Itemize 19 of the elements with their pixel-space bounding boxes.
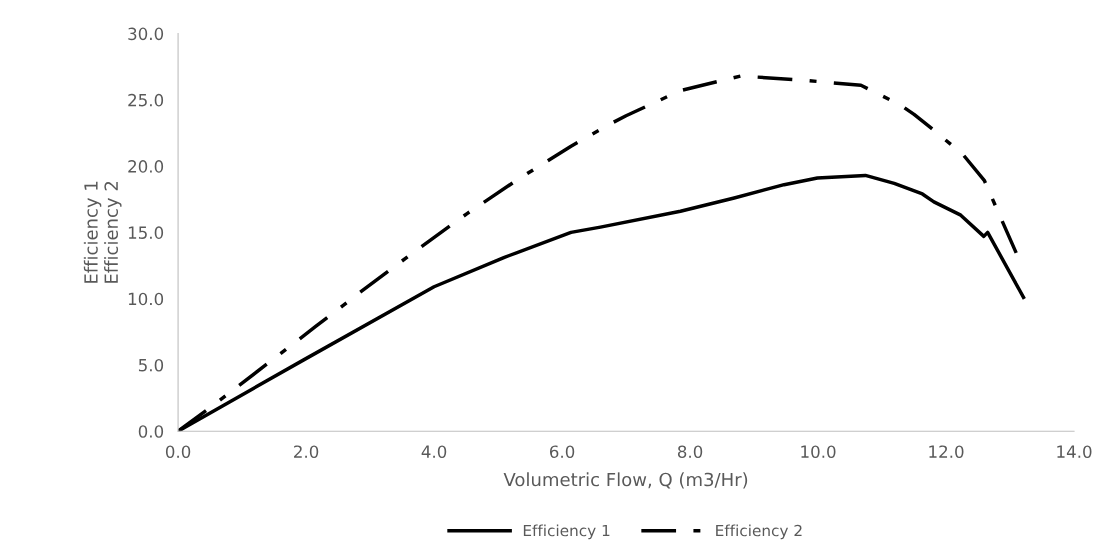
x-tick-label: 8.0 — [677, 445, 703, 458]
x-tick-label: 6.0 — [549, 445, 575, 458]
x-tick-label: 4.0 — [421, 445, 447, 458]
y-axis-title: Efficiency 1 Efficiency 2 — [83, 181, 122, 283]
y-tick-label: 25.0 — [128, 93, 164, 107]
y-tick-label: 15.0 — [128, 226, 164, 239]
y-tick-label: 30.0 — [128, 27, 164, 41]
x-tick-label: 2.0 — [294, 445, 319, 458]
x-tick-label: 0.0 — [165, 445, 191, 458]
legend-label: Efficiency 2 — [716, 524, 802, 540]
y-tick-label: 10.0 — [128, 292, 164, 306]
y-tick-label: 0.0 — [138, 425, 164, 438]
x-axis-title: Volumetric Flow, Q (m3/Hr) — [503, 472, 748, 489]
legend-label: Efficiency 1 — [523, 524, 610, 540]
y-tick-label: 5.0 — [138, 358, 164, 372]
y-tick-label: 20.0 — [128, 160, 164, 173]
x-tick-label: 10.0 — [801, 445, 836, 458]
x-tick-label: 14.0 — [1057, 445, 1092, 458]
x-tick-label: 12.0 — [929, 445, 964, 458]
